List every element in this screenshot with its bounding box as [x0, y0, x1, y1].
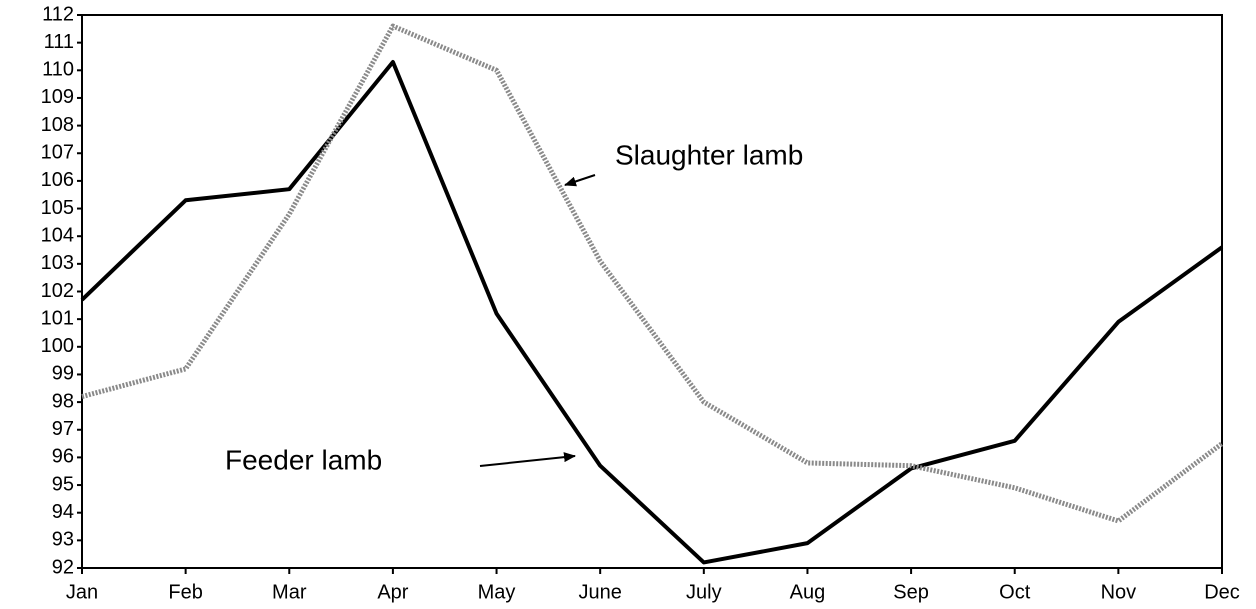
y-tick-label: 104	[41, 224, 74, 246]
y-tick-label: 96	[52, 446, 74, 468]
annotation: Feeder lamb	[225, 444, 382, 475]
y-tick-label: 99	[52, 363, 74, 385]
series-line	[80, 60, 1224, 565]
x-tick-label: Aug	[790, 581, 826, 603]
y-tick-label: 102	[41, 280, 74, 302]
y-tick-label: 105	[41, 197, 74, 219]
y-tick-label: 98	[52, 390, 74, 412]
arrow	[564, 174, 596, 187]
x-tick-label: Jan	[66, 581, 98, 603]
y-tick-label: 111	[44, 31, 74, 53]
x-tick-label: Feb	[168, 581, 202, 603]
y-tick-label: 107	[41, 142, 74, 164]
annotation: Slaughter lamb	[615, 139, 803, 170]
y-tick-label: 95	[52, 473, 74, 495]
x-tick-label: Nov	[1101, 581, 1137, 603]
y-tick-label: 92	[52, 556, 74, 578]
arrow	[479, 452, 576, 467]
y-tick-label: 103	[41, 252, 74, 274]
x-tick-label: Mar	[272, 581, 307, 603]
y-tick-label: 101	[41, 307, 74, 329]
x-tick-label: Apr	[377, 581, 408, 603]
y-tick-label: 100	[41, 335, 74, 357]
series-line	[81, 23, 1224, 524]
x-tick-label: Sep	[893, 581, 929, 603]
x-tick-label: May	[478, 581, 516, 603]
x-tick-label: June	[578, 581, 621, 603]
x-tick-label: July	[686, 581, 722, 603]
y-tick-label: 106	[41, 169, 74, 191]
y-tick-label: 108	[41, 114, 74, 136]
y-tick-label: 110	[42, 59, 74, 81]
y-tick-label: 109	[41, 86, 74, 108]
y-tick-label: 112	[42, 3, 74, 25]
x-tick-label: Dec	[1204, 581, 1240, 603]
plot-frame	[81, 14, 1223, 569]
y-tick-label: 97	[52, 418, 74, 440]
x-tick-label: Oct	[999, 581, 1031, 603]
y-tick-label: 94	[52, 501, 74, 523]
y-tick-label: 93	[52, 529, 74, 551]
